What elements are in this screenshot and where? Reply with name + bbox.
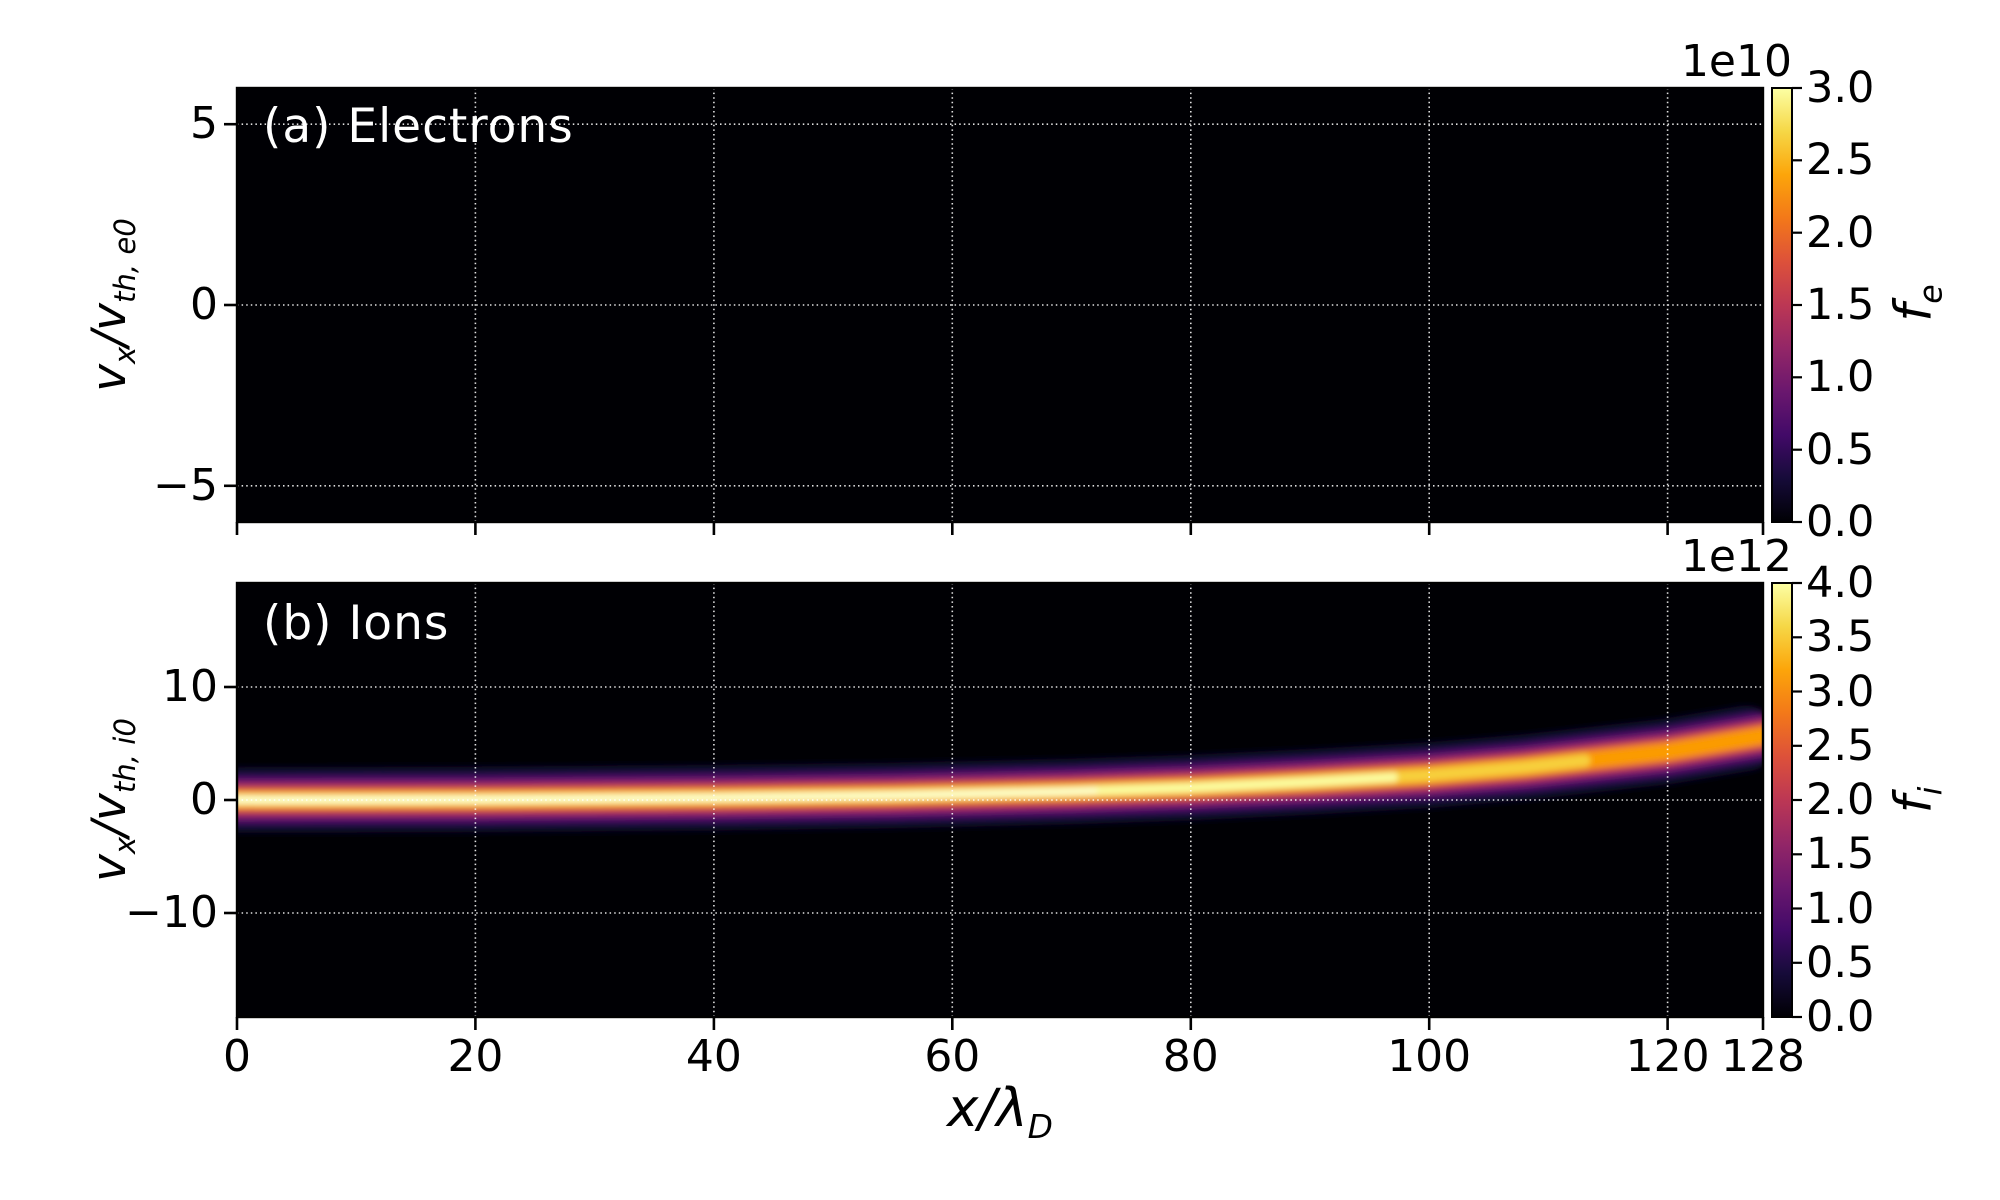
x-tick-label: 128 (1721, 1031, 1805, 1082)
colorbar-tick-label: 3.5 (1806, 612, 1875, 663)
x-tick-label: 20 (447, 1031, 504, 1082)
ylabel-a-num: v (81, 363, 137, 392)
colorbar-tick-label: 3.0 (1806, 63, 1875, 113)
colorbar-tick-label: 1.0 (1806, 883, 1875, 934)
ylabel-a-num-sub: x (108, 346, 143, 364)
colorbar-tick-label: 1.0 (1806, 352, 1875, 403)
y-tick-label: −10 (125, 887, 218, 939)
colorbar-tick-label: 2.5 (1806, 720, 1875, 771)
xlabel-base: x/λ (947, 1078, 1028, 1140)
colorbar-tick-label: 0.0 (1806, 497, 1875, 547)
x-tick-label: 0 (223, 1031, 251, 1082)
y-tick-label: −5 (153, 459, 218, 511)
x-tick-label: 120 (1625, 1031, 1710, 1082)
colorbar-tick-label: 0.5 (1806, 424, 1875, 475)
colorbar-tick-label: 0.0 (1806, 992, 1875, 1042)
colorbar-tick-label: 4.0 (1806, 558, 1875, 608)
x-tick-label: 100 (1387, 1031, 1472, 1082)
x-axis-label: x/λD (947, 1078, 1053, 1146)
panel-a-title: (a) Electrons (263, 99, 574, 154)
xlabel-sub: D (1027, 1106, 1053, 1146)
y-tick-label: 10 (162, 660, 218, 712)
x-tick-label: 40 (685, 1031, 742, 1082)
ylabel-b-num-sub: x (108, 836, 143, 855)
colorbar-tick-label: 2.5 (1806, 135, 1875, 186)
colorbar-tick-label: 2.0 (1806, 775, 1875, 825)
colorbar-tick-label: 0.5 (1806, 937, 1875, 988)
colorbar-tick-label: 1.5 (1806, 829, 1875, 880)
colorbar-b-offset-text: 1e12 (1680, 531, 1792, 582)
panel-b-title: (b) Ions (263, 596, 450, 651)
colorbar-tick-label: 2.0 (1806, 207, 1875, 258)
ylabel-a-slash: / (81, 330, 137, 347)
ylabel-b-num: v (81, 854, 137, 882)
x-tick-label: 80 (1162, 1031, 1219, 1082)
colorbar-tick-label: 3.0 (1806, 666, 1875, 717)
y-tick-label: 0 (190, 279, 218, 330)
colorbar-a-offset-text: 1e10 (1680, 36, 1792, 87)
x-tick-label: 60 (924, 1031, 981, 1082)
colorbar-tick-label: 1.5 (1806, 280, 1875, 330)
y-tick-label: 0 (190, 774, 218, 825)
y-tick-label: 5 (190, 98, 218, 150)
